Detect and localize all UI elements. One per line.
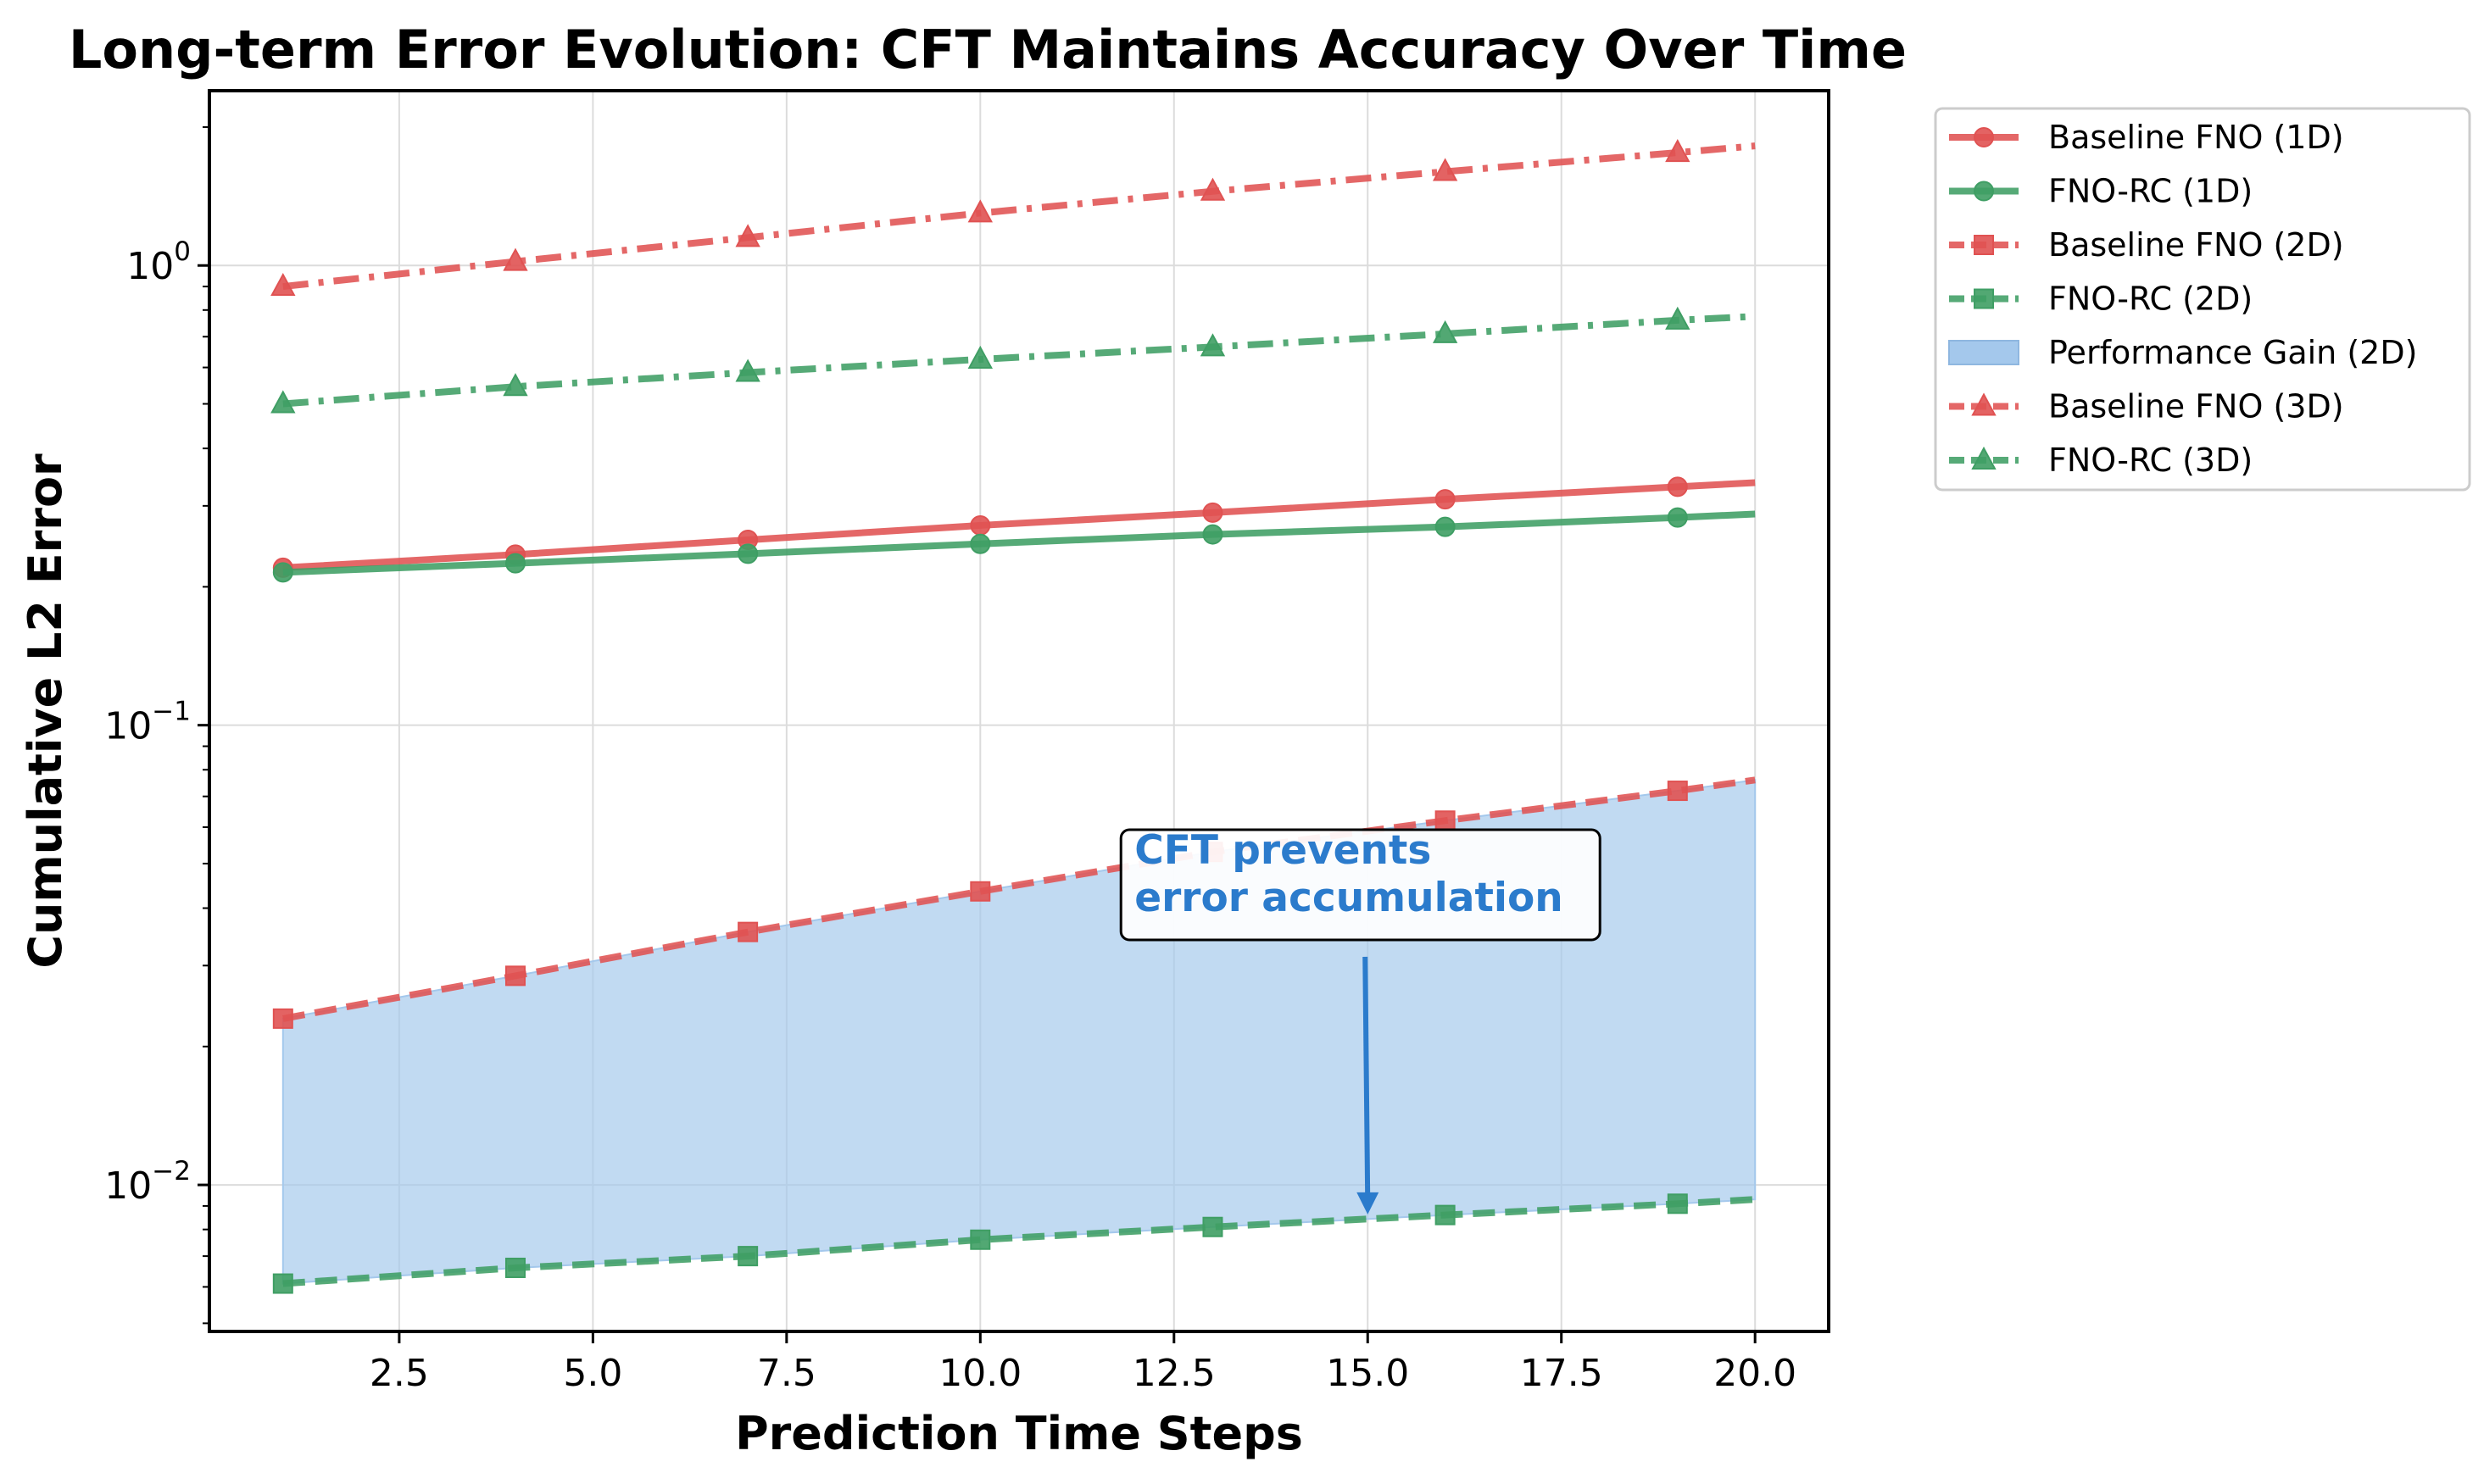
series-0-point-5 [1434, 489, 1456, 510]
series-3-point-1 [504, 1257, 526, 1278]
series-3-point-4 [1202, 1216, 1223, 1237]
legend-marker-5 [1971, 392, 1997, 416]
legend-marker-2 [1974, 235, 1994, 255]
series-5-point-6 [1665, 306, 1690, 330]
series-1 [272, 507, 1756, 583]
series-1-point-5 [1434, 516, 1456, 537]
series-3 [272, 1193, 1756, 1294]
series-3-point-0 [272, 1273, 293, 1294]
x-tick-label-5: 15.0 [1326, 1352, 1409, 1395]
series-4-point-2 [735, 224, 760, 247]
series-line-2 [282, 776, 1756, 1022]
series-1-point-4 [1202, 524, 1223, 545]
series-2-point-1 [504, 965, 526, 987]
series-4-point-5 [1432, 158, 1458, 181]
series-2-point-6 [1667, 781, 1688, 802]
y-axis-ticks: 10−2 10−1 100 [104, 125, 209, 1325]
series-4-point-6 [1665, 138, 1690, 163]
y-axis-label: Cumulative L2 Error [19, 453, 72, 969]
series-3-point-5 [1434, 1204, 1456, 1226]
legend-item-3: FNO-RC (2D) [1949, 281, 2253, 318]
series-5 [270, 306, 1756, 414]
series-4-point-4 [1200, 177, 1226, 201]
x-tick-label-1: 5.0 [563, 1352, 622, 1395]
legend-label-5: Baseline FNO (3D) [2048, 388, 2344, 425]
legend-swatch-4 [1948, 340, 2019, 365]
series-0-point-3 [970, 514, 991, 536]
series-4 [270, 138, 1756, 297]
plot-frame [208, 89, 1830, 1333]
series-5-point-4 [1200, 333, 1226, 357]
annotation-arrow-shaft [1362, 956, 1371, 1201]
series-1-point-6 [1667, 507, 1688, 528]
series-0-point-4 [1202, 502, 1223, 523]
series-2-point-2 [738, 921, 759, 942]
legend-label-4: Performance Gain (2D) [2048, 334, 2417, 371]
series-5-point-0 [270, 390, 296, 414]
series-1-point-0 [272, 562, 293, 583]
legend-item-4: Performance Gain (2D) [1948, 334, 2417, 371]
legend-label-3: FNO-RC (2D) [2048, 281, 2253, 318]
legend-label-1: FNO-RC (1D) [2048, 173, 2253, 210]
x-axis-label: Prediction Time Steps [735, 1407, 1303, 1460]
series-1-point-2 [738, 543, 759, 564]
series-3-point-2 [738, 1246, 759, 1267]
legend-label-0: Baseline FNO (1D) [2048, 119, 2344, 156]
legend: Baseline FNO (1D) FNO-RC (1D) Baseline FNO… [1934, 107, 2471, 492]
series-line-1 [282, 510, 1756, 576]
legend-marker-6 [1971, 446, 1997, 470]
legend-item-2: Baseline FNO (2D) [1949, 226, 2344, 264]
series-1-point-3 [970, 533, 991, 554]
series-2 [272, 776, 1756, 1029]
series-3-point-6 [1667, 1193, 1688, 1214]
series-1-point-1 [504, 553, 526, 574]
legend-item-1: FNO-RC (1D) [1949, 173, 2253, 210]
x-tick-label-6: 17.5 [1520, 1352, 1603, 1395]
annotation-box [1119, 828, 1601, 942]
legend-box [1934, 107, 2471, 492]
legend-item-5: Baseline FNO (3D) [1949, 388, 2344, 425]
legend-item-6: FNO-RC (3D) [1949, 442, 2253, 479]
series-5-point-2 [735, 358, 760, 382]
series-2-point-3 [970, 881, 991, 902]
x-tick-label-2: 7.5 [757, 1352, 816, 1395]
legend-marker-1 [1974, 181, 1994, 202]
x-tick-label-4: 12.5 [1133, 1352, 1216, 1395]
series-line-4 [282, 142, 1756, 291]
series-0-point-6 [1667, 476, 1688, 497]
series-2-point-5 [1434, 810, 1456, 831]
series-line-3 [282, 1196, 1756, 1287]
annotation-line-1: error accumulation [1134, 875, 1563, 921]
series-layer [270, 138, 1756, 1294]
y-tick-label-1: 10−1 [104, 697, 191, 748]
series-4-point-3 [967, 199, 993, 223]
legend-label-6: FNO-RC (3D) [2048, 442, 2253, 479]
series-5-point-5 [1432, 320, 1458, 343]
legend-label-2: Baseline FNO (2D) [2048, 226, 2344, 264]
series-2-point-0 [272, 1008, 293, 1029]
annotation-arrow-head [1356, 1192, 1379, 1214]
x-tick-label-7: 20.0 [1713, 1352, 1796, 1395]
series-line-0 [282, 479, 1756, 571]
series-4-point-1 [503, 247, 528, 271]
series-5-point-3 [967, 345, 993, 369]
chart-title: Long-term Error Evolution: CFT Maintains… [69, 19, 1907, 81]
x-axis-ticks: 2.5 5.0 7.5 10.0 12.5 15.0 17.5 20.0 [370, 1331, 1796, 1395]
series-4-point-0 [270, 272, 296, 297]
y-tick-label-2: 100 [126, 236, 191, 288]
series-3-point-3 [970, 1229, 991, 1250]
series-line-5 [282, 313, 1756, 408]
y-tick-label-0: 10−2 [104, 1156, 191, 1208]
annotation-line-0: CFT prevents [1134, 827, 1431, 874]
legend-marker-3 [1974, 288, 1994, 309]
x-tick-label-0: 2.5 [370, 1352, 429, 1395]
x-tick-label-3: 10.0 [938, 1352, 1022, 1395]
legend-marker-0 [1974, 127, 1994, 147]
legend-item-0: Baseline FNO (1D) [1949, 119, 2344, 156]
series-5-point-1 [503, 373, 528, 397]
